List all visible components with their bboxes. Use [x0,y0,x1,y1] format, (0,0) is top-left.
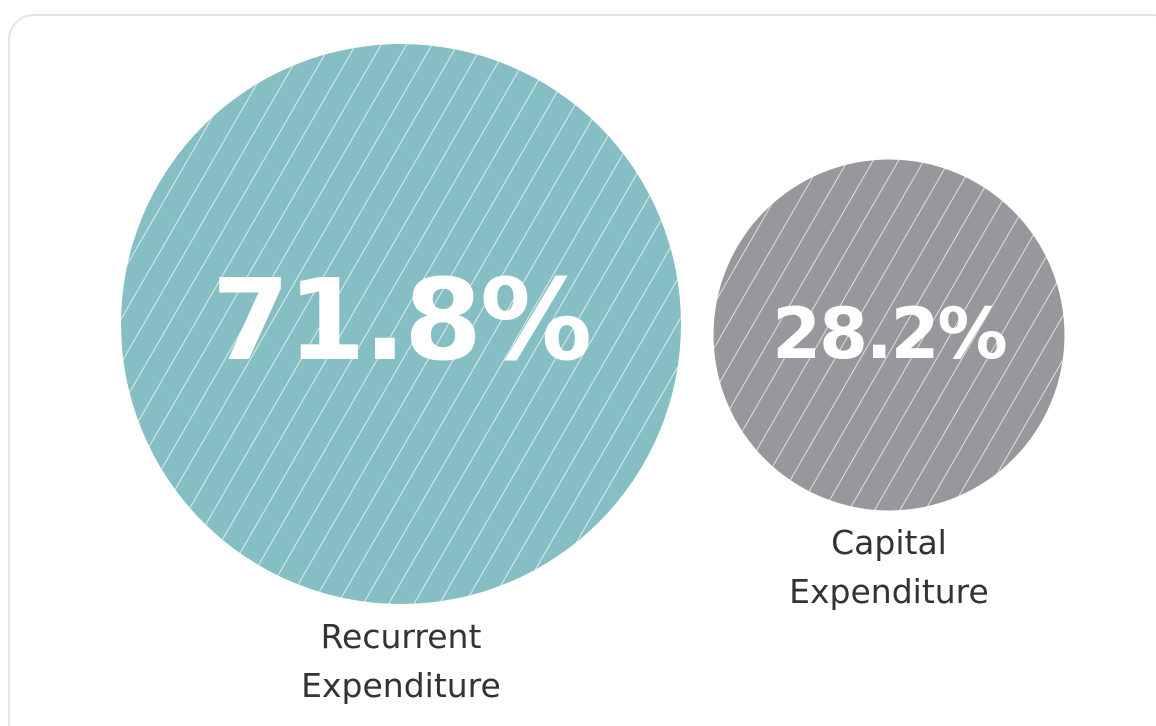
value-label: 71.8% [212,256,591,386]
card [8,14,1156,726]
bubble [713,159,1065,511]
category-label: Recurrent Expenditure [301,617,501,705]
category-label: Capital Expenditure [789,523,989,612]
bubble [121,44,681,604]
value-label: 28.2% [772,293,1006,375]
